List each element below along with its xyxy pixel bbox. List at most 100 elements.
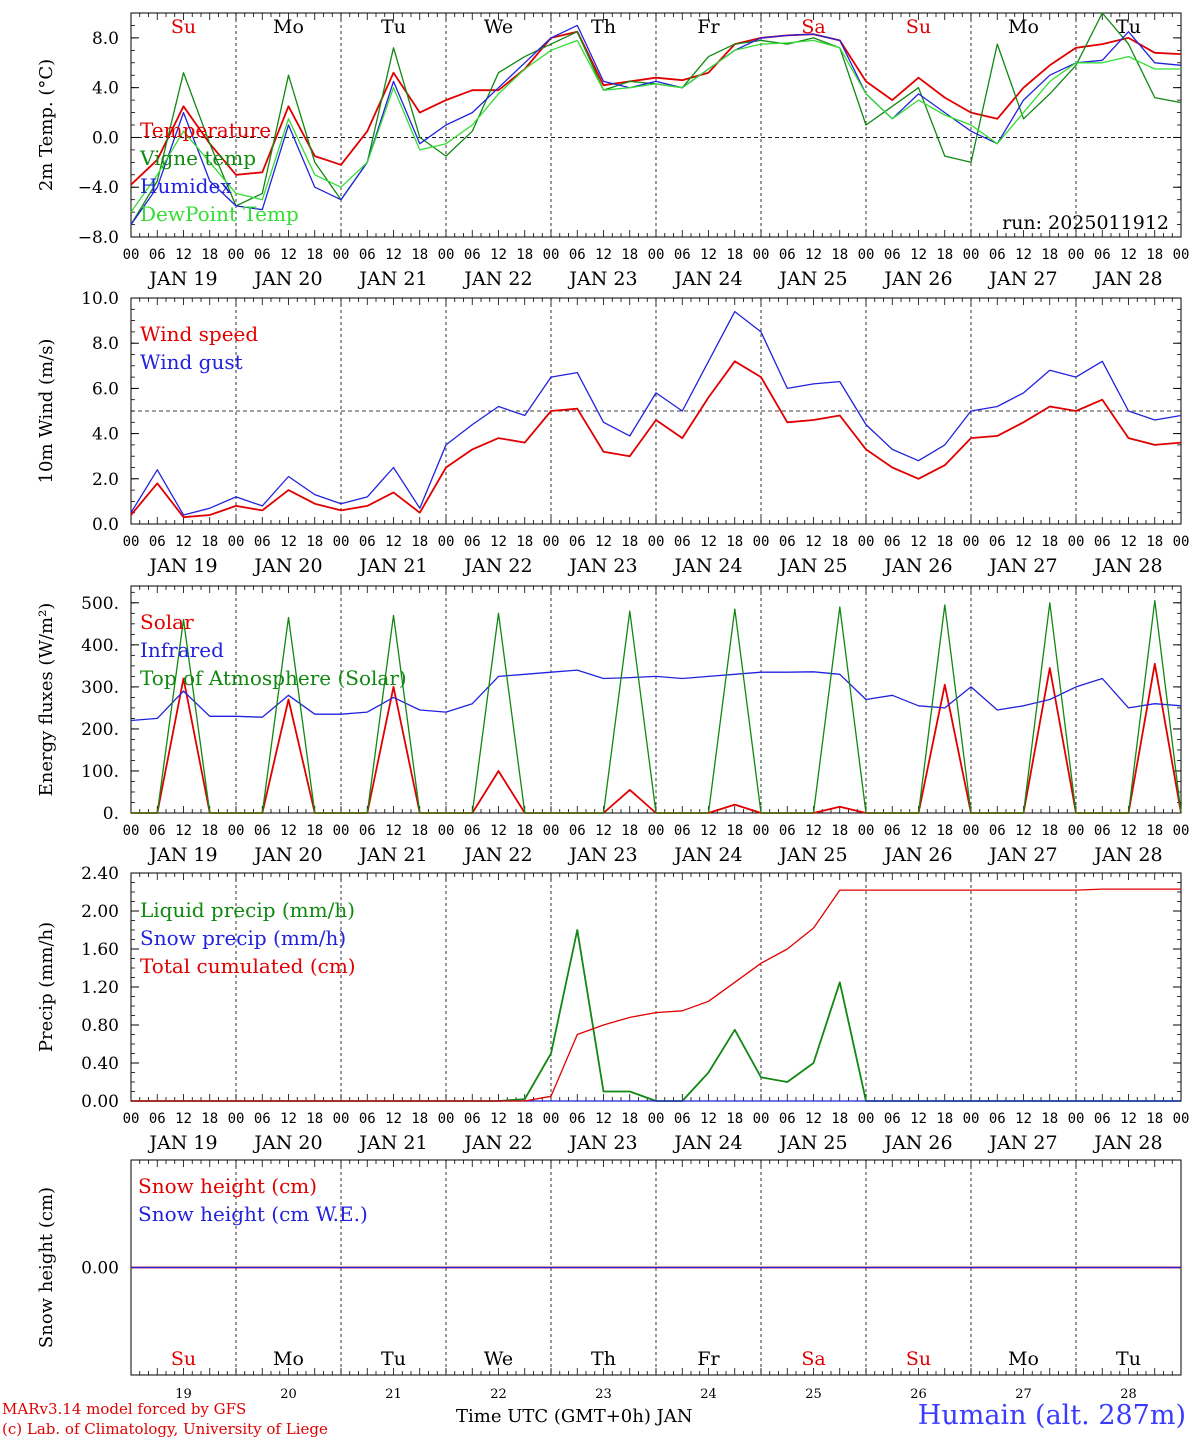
wind-hour-tick-label: 18 [306,534,323,550]
snow-day-number: 21 [385,1387,402,1402]
temp-hour-tick-label: 06 [149,247,166,263]
temp-date-label: JAN 21 [357,268,427,290]
wind-date-label: JAN 22 [462,555,532,577]
precip-hour-tick-label: 12 [490,1111,507,1127]
temp-hour-tick-label: 00 [858,247,875,263]
snow-day-label: Sa [801,1348,825,1370]
temp-hour-tick-label: 18 [516,247,533,263]
energy-hour-tick-label: 00 [543,823,560,839]
precip-hour-tick-label: 06 [779,1111,796,1127]
wind-y-tick-label: 6.0 [92,379,119,399]
energy-y-tick-label: 0. [103,804,119,824]
energy-date-label: JAN 23 [567,844,637,866]
precip-hour-tick-label: 00 [1068,1111,1085,1127]
energy-hour-tick-label: 18 [516,823,533,839]
precip-y-axis-label: Precip (mm/h) [36,922,57,1052]
wind-hour-tick-label: 18 [726,534,743,550]
temp-hour-tick-label: 18 [726,247,743,263]
temp-day-label: Tu [381,16,406,38]
energy-hour-tick-label: 18 [306,823,323,839]
temp-series-line [130,30,1182,186]
energy-hour-tick-label: 12 [385,823,402,839]
wind-series-line [130,360,1182,519]
temp-hour-tick-label: 18 [831,247,848,263]
temp-hour-tick-label: 12 [805,247,822,263]
precip-hour-tick-label: 00 [963,1111,980,1127]
temp-hour-tick-label: 00 [963,247,980,263]
precip-hour-tick-label: 00 [228,1111,245,1127]
energy-y-tick-label: 500. [81,594,119,614]
temp-date-label: JAN 25 [777,268,847,290]
precip-y-tick-label: 2.40 [81,864,119,884]
snow-day-number: 19 [175,1387,192,1402]
precip-hour-tick-label: 18 [201,1111,218,1127]
precip-hour-tick-label: 00 [1173,1111,1190,1127]
wind-hour-tick-label: 06 [779,534,796,550]
temp-hour-tick-label: 00 [753,247,770,263]
wind-hour-tick-label: 18 [831,534,848,550]
energy-hour-tick-label: 00 [123,823,140,839]
wind-date-label: JAN 27 [987,555,1057,577]
temp-date-label: JAN 28 [1092,268,1162,290]
wind-hour-tick-label: 06 [884,534,901,550]
temp-legend-entry: DewPoint Temp [140,202,299,226]
precip-date-label: JAN 19 [147,1132,217,1154]
time-axis-label: Time UTC (GMT+0h) JAN [456,1406,693,1427]
energy-hour-tick-label: 18 [831,823,848,839]
energy-hour-tick-label: 00 [228,823,245,839]
precip-date-label: JAN 20 [252,1132,322,1154]
energy-date-label: JAN 21 [357,844,427,866]
temp-series-line [130,39,1181,213]
precip-hour-tick-label: 18 [831,1111,848,1127]
energy-date-label: JAN 20 [252,844,322,866]
temp-date-label: JAN 20 [252,268,322,290]
precip-hour-tick-label: 06 [1094,1111,1111,1127]
temp-y-axis-label: 2m Temp. (°C) [36,59,57,191]
precip-hour-tick-label: 12 [910,1111,927,1127]
temp-hour-tick-label: 18 [1146,247,1163,263]
temp-legend-entry: Vigne temp [139,146,256,170]
energy-hour-tick-label: 12 [805,823,822,839]
snow-day-number: 25 [805,1387,822,1402]
wind-hour-tick-label: 00 [1068,534,1085,550]
precip-hour-tick-label: 12 [385,1111,402,1127]
precip-hour-tick-label: 12 [595,1111,612,1127]
temp-hour-tick-label: 12 [910,247,927,263]
precip-hour-tick-label: 12 [175,1111,192,1127]
wind-hour-tick-label: 12 [385,534,402,550]
wind-hour-tick-label: 06 [989,534,1006,550]
energy-hour-tick-label: 00 [963,823,980,839]
precip-hour-tick-label: 06 [359,1111,376,1127]
snow-y-axis-label: Snow height (cm) [36,1187,57,1348]
temp-hour-tick-label: 06 [779,247,796,263]
temp-hour-tick-label: 06 [254,247,271,263]
wind-hour-tick-label: 12 [280,534,297,550]
wind-hour-tick-label: 12 [1120,534,1137,550]
energy-date-label: JAN 22 [462,844,532,866]
temp-hour-tick-label: 12 [280,247,297,263]
precip-legend-entry: Total cumulated (cm) [140,954,356,978]
precip-hour-tick-label: 06 [884,1111,901,1127]
energy-hour-tick-label: 12 [700,823,717,839]
wind-y-tick-label: 0.0 [92,515,119,535]
temp-legend-entry: Temperature [140,118,271,142]
wind-hour-tick-label: 06 [1094,534,1111,550]
wind-hour-tick-label: 00 [648,534,665,550]
energy-hour-tick-label: 06 [1094,823,1111,839]
precip-y-tick-label: 2.00 [81,902,119,922]
precip-hour-tick-label: 18 [306,1111,323,1127]
wind-date-label: JAN 26 [882,555,952,577]
precip-hour-tick-label: 06 [149,1111,166,1127]
wind-y-tick-label: 10.0 [81,289,119,309]
precip-hour-tick-label: 00 [543,1111,560,1127]
snow-day-label: Tu [381,1348,406,1370]
snow-day-label: Mo [273,1348,304,1370]
snow-day-number: 28 [1120,1387,1137,1402]
precip-hour-tick-label: 06 [464,1111,481,1127]
precip-hour-tick-label: 12 [280,1111,297,1127]
energy-hour-tick-label: 00 [1068,823,1085,839]
snow-y-tick-label: 0.00 [81,1259,119,1279]
temp-day-label: We [484,16,513,38]
wind-date-label: JAN 23 [567,555,637,577]
